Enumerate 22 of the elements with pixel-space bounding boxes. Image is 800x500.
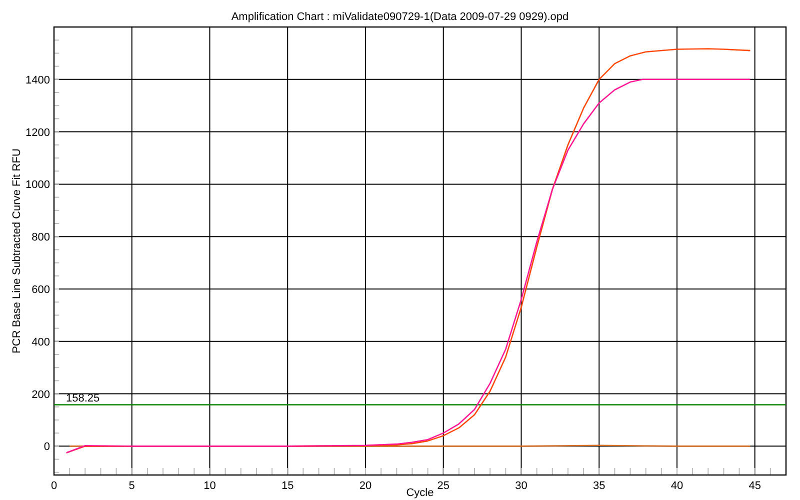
y-tick-label: 400: [32, 336, 50, 348]
x-axis-title: Cycle: [406, 487, 434, 499]
chart-title: Amplification Chart : miValidate090729-1(Data 2009-07-29 0929).opd: [231, 11, 569, 23]
x-tick-label: 0: [50, 480, 58, 492]
x-tick-label: 20: [359, 480, 372, 492]
x-tick-label: 15: [281, 480, 294, 492]
x-tick-label: 30: [515, 480, 528, 492]
y-tick-label: 0: [44, 441, 50, 454]
x-tick-label: 40: [670, 480, 684, 492]
y-tick-label: 1400: [26, 74, 50, 86]
y-tick-label: 200: [32, 388, 50, 401]
y-tick-label: 1000: [26, 179, 50, 192]
x-tick-label: 10: [204, 480, 216, 492]
x-tick-label: 25: [437, 480, 450, 492]
y-tick-label: 800: [32, 232, 50, 244]
y-axis-title: PCR Base Line Subtracted Curve Fit RFU: [11, 148, 23, 354]
y-tick-label: 1200: [26, 126, 50, 139]
y-tick-label: 600: [32, 284, 50, 296]
x-tick-label: 5: [128, 480, 135, 492]
x-tick-label: 45: [748, 480, 761, 492]
ref-line-label: 158.25: [66, 392, 100, 405]
x-tick-label: 35: [592, 480, 606, 492]
